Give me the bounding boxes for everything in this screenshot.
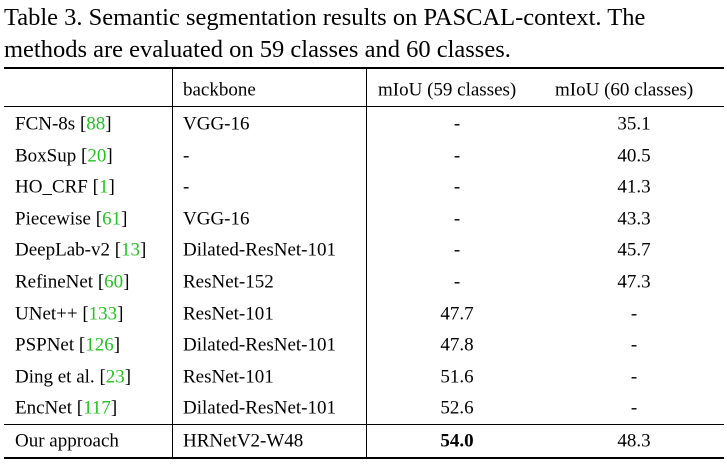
col-rule bbox=[366, 68, 367, 458]
method-name: RefineNet bbox=[15, 271, 94, 293]
method-cell: EncNet [117] bbox=[15, 399, 117, 418]
method-name: BoxSup bbox=[15, 145, 77, 167]
method-name: UNet++ bbox=[15, 303, 78, 325]
method-name: Our approach bbox=[15, 430, 119, 452]
value-cell: - bbox=[453, 176, 461, 198]
citation[interactable]: [117] bbox=[76, 397, 118, 419]
top-rule bbox=[4, 67, 724, 69]
method-name: FCN-8s bbox=[15, 113, 76, 135]
caption-line: methods are evaluated on 59 classes and … bbox=[4, 36, 511, 63]
citation[interactable]: [13] bbox=[114, 239, 147, 261]
value-cell: 52.6 bbox=[440, 397, 474, 419]
backbone-cell: HRNetV2-W48 bbox=[183, 430, 304, 452]
value-cell: 40.5 bbox=[617, 145, 651, 167]
backbone-cell: Dilated-ResNet-101 bbox=[183, 334, 337, 356]
method-cell: BoxSup [20] bbox=[15, 146, 113, 165]
value-cell: - bbox=[453, 145, 461, 167]
value-cell: 47.3 bbox=[617, 271, 651, 293]
method-name: HO_CRF bbox=[15, 176, 88, 198]
backbone-cell: ResNet-152 bbox=[183, 271, 274, 293]
citation[interactable]: [61] bbox=[95, 208, 128, 230]
header-rule bbox=[4, 106, 724, 107]
backbone-cell: ResNet-101 bbox=[183, 303, 274, 325]
method-name: Ding et al. bbox=[15, 366, 95, 388]
method-cell: UNet++ [133] bbox=[15, 304, 124, 323]
bottom-rule bbox=[4, 457, 724, 459]
method-cell: HO_CRF [1] bbox=[15, 178, 115, 197]
backbone-cell: Dilated-ResNet-101 bbox=[183, 397, 337, 419]
value-cell: 35.1 bbox=[617, 113, 651, 135]
value-cell: - bbox=[630, 366, 638, 388]
method-cell: Ding et al. [23] bbox=[15, 367, 131, 386]
value-cell: 51.6 bbox=[440, 366, 474, 388]
mid-rule bbox=[4, 424, 724, 425]
backbone-cell: VGG-16 bbox=[183, 208, 250, 230]
backbone-cell: ResNet-101 bbox=[183, 366, 274, 388]
method-cell: Piecewise [61] bbox=[15, 209, 127, 228]
citation[interactable]: [1] bbox=[92, 176, 115, 198]
column-header: mIoU (59 classes) bbox=[378, 79, 517, 101]
value-cell: - bbox=[453, 271, 461, 293]
column-header: backbone bbox=[183, 79, 256, 101]
backbone-cell: VGG-16 bbox=[183, 113, 250, 135]
citation[interactable]: [23] bbox=[99, 366, 132, 388]
value-cell: 43.3 bbox=[617, 208, 651, 230]
value-cell: 48.3 bbox=[617, 430, 651, 452]
method-cell: RefineNet [60] bbox=[15, 273, 129, 292]
value-cell: 45.7 bbox=[617, 239, 651, 261]
method-name: PSPNet bbox=[15, 334, 75, 356]
caption-line: Table 3. Semantic segmentation results o… bbox=[4, 4, 646, 31]
value-cell: 41.3 bbox=[617, 176, 651, 198]
value-cell: - bbox=[630, 303, 638, 325]
citation[interactable]: [126] bbox=[78, 334, 121, 356]
method-name: Piecewise bbox=[15, 208, 91, 230]
value-cell: - bbox=[630, 397, 638, 419]
method-cell: DeepLab-v2 [13] bbox=[15, 241, 146, 260]
col-rule bbox=[172, 68, 173, 458]
value-cell: 54.0 bbox=[440, 430, 474, 452]
value-cell: 47.7 bbox=[440, 303, 474, 325]
column-header: mIoU (60 classes) bbox=[555, 79, 694, 101]
method-cell: Our approach bbox=[15, 432, 119, 451]
backbone-cell: - bbox=[183, 176, 190, 198]
citation[interactable]: [133] bbox=[82, 303, 124, 325]
citation[interactable]: [20] bbox=[81, 145, 113, 167]
method-name: DeepLab-v2 bbox=[15, 239, 110, 261]
value-cell: - bbox=[453, 113, 461, 135]
method-cell: FCN-8s [88] bbox=[15, 115, 112, 134]
value-cell: - bbox=[630, 334, 638, 356]
value-cell: - bbox=[453, 239, 461, 261]
value-cell: 47.8 bbox=[440, 334, 474, 356]
citation[interactable]: [88] bbox=[79, 113, 112, 135]
method-name: EncNet bbox=[15, 397, 72, 419]
method-cell: PSPNet [126] bbox=[15, 336, 120, 355]
value-cell: - bbox=[453, 208, 461, 230]
backbone-cell: Dilated-ResNet-101 bbox=[183, 239, 337, 261]
citation[interactable]: [60] bbox=[97, 271, 130, 293]
backbone-cell: - bbox=[183, 145, 190, 167]
